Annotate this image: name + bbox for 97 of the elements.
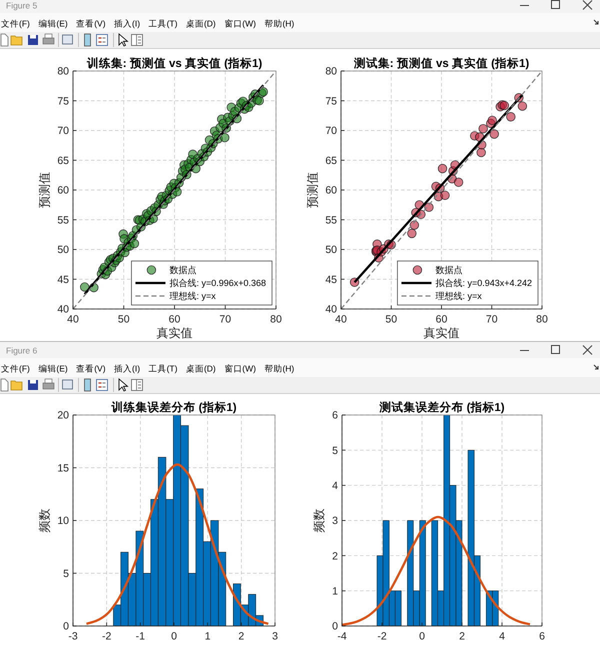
y-tick-label: 5 [332, 444, 338, 457]
text: 文件(F) [1, 18, 30, 28]
y-tick-label: 80 [57, 66, 70, 78]
line-series [85, 463, 270, 626]
text: 窗口(W) [224, 18, 256, 28]
x-tick-label: 60 [168, 314, 180, 326]
x-tick-label: 2 [238, 630, 244, 642]
y-axis-title: 预测值 [305, 172, 320, 208]
point [407, 228, 417, 238]
y-tick-label: 0 [332, 620, 338, 633]
point [454, 178, 464, 187]
x-tick-label: 0 [419, 630, 426, 642]
chart-title: 测试集: 预测值 vs 真实值 (指标1) [352, 56, 530, 70]
x-tick-label: -2 [377, 630, 387, 642]
y-tick-label: 45 [325, 274, 338, 286]
text: 桌面(D) [186, 18, 216, 28]
y-tick-label: 50 [57, 244, 70, 256]
x-axis-title: 真实值 [156, 326, 192, 340]
y-tick-label: 2 [332, 550, 338, 562]
x-tick-label: 80 [536, 314, 548, 326]
x-tick-label: 6 [539, 630, 546, 642]
y-tick-label: 3 [332, 515, 338, 528]
y-tick-label: 45 [57, 274, 70, 286]
text: 桌面(D) [186, 364, 216, 374]
y-axis-title: 频数 [312, 508, 326, 532]
text: 插入(I) [114, 364, 140, 374]
y-tick-label: 6 [332, 410, 338, 422]
y-tick-label: 15 [57, 462, 70, 474]
y-tick-label: 0 [63, 620, 70, 633]
y-tick-label: 4 [332, 480, 338, 492]
x-tick-label: 70 [219, 314, 232, 326]
text: 帮助(H) [264, 364, 294, 374]
y-tick-label: 55 [57, 214, 70, 226]
y-tick-label: 40 [325, 304, 338, 316]
y-tick-label: 55 [325, 214, 338, 226]
x-tick-label: 60 [436, 314, 448, 326]
y-axis-title: 频数 [37, 508, 52, 532]
chart-title: 训练集误差分布 (指标1) [110, 400, 237, 414]
y-tick-label: 1 [332, 586, 338, 598]
caption: Figure 6 [6, 346, 38, 356]
x-tick-label: 50 [385, 314, 398, 326]
text: 编辑(E) [38, 364, 68, 374]
legend-label: 理想线: y=x [169, 291, 216, 302]
chart-title: 测试集误差分布 (指标1) [378, 400, 505, 414]
point [506, 112, 516, 122]
text: 文件(F) [1, 364, 30, 374]
y-tick-label: 70 [57, 125, 70, 138]
point [476, 148, 486, 158]
x-tick-label: 80 [270, 314, 282, 326]
y-tick-label: 10 [57, 515, 70, 528]
text: 插入(I) [114, 18, 140, 28]
y-axis-title: 预测值 [37, 172, 52, 208]
y-tick-label: 50 [325, 244, 338, 256]
text: 帮助(H) [264, 18, 294, 28]
text: 编辑(E) [38, 18, 68, 28]
x-tick-label: 70 [486, 314, 498, 326]
x-tick-label: -2 [102, 630, 112, 642]
y-tick-label: 80 [325, 66, 338, 78]
point [490, 129, 499, 139]
line-series [342, 516, 532, 626]
caption: Figure 5 [6, 0, 38, 10]
legend-label: 拟合线: y=0.996x+0.368 [169, 278, 266, 288]
y-tick-label: 75 [57, 95, 70, 108]
text: 查看(V) [76, 364, 106, 374]
y-tick-label: 65 [57, 154, 70, 167]
legend-label: 理想线: y=x [435, 291, 482, 302]
chart-title: 训练集: 预测值 vs 真实值 (指标1) [86, 56, 262, 70]
y-tick-label: 65 [325, 154, 338, 167]
text: 工具(T) [148, 18, 178, 28]
x-tick-label: -3 [68, 630, 78, 642]
x-tick-label: 1 [204, 630, 211, 642]
y-tick-label: 75 [325, 95, 338, 108]
text: 工具(T) [148, 364, 178, 374]
y-tick-label: 60 [57, 184, 70, 197]
x-tick-label: 0 [171, 630, 178, 642]
text: 窗口(W) [224, 364, 256, 374]
x-tick-label: 50 [118, 314, 130, 326]
legend-label: 数据点 [169, 265, 196, 276]
x-tick-label: 3 [272, 630, 278, 642]
point [488, 116, 497, 126]
y-tick-label: 5 [63, 568, 70, 580]
x-tick-label: -1 [136, 630, 146, 642]
point [518, 101, 528, 111]
y-tick-label: 60 [325, 184, 338, 197]
x-tick-label: 4 [499, 630, 506, 642]
x-tick-label: -4 [337, 630, 347, 642]
x-tick-label: 2 [459, 630, 466, 642]
legend-label: 拟合线: y=0.943x+4.242 [435, 278, 532, 288]
point [438, 164, 448, 174]
y-tick-label: 20 [57, 410, 70, 422]
x-axis-title: 真实值 [424, 326, 460, 340]
point [440, 190, 450, 200]
y-tick-label: 40 [57, 304, 70, 316]
text: 查看(V) [76, 18, 106, 28]
point [478, 124, 488, 134]
legend-label: 数据点 [435, 265, 462, 276]
y-tick-label: 70 [325, 125, 338, 138]
